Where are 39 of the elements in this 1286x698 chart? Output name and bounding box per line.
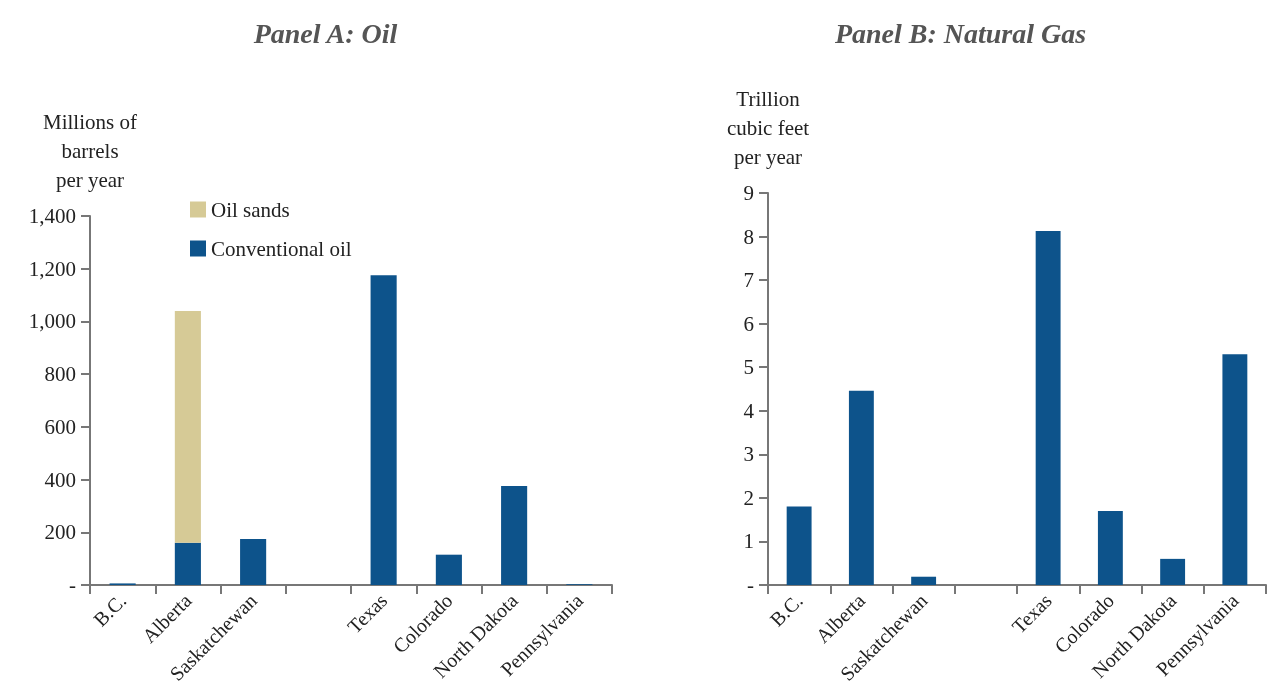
- x-tick-label: B.C.: [765, 589, 807, 631]
- bar: [174, 310, 201, 543]
- y-tick-label: 1: [743, 529, 754, 554]
- legend-label: Conventional oil: [211, 236, 352, 261]
- bar: [1035, 230, 1061, 585]
- y-tick-label: -: [69, 573, 76, 597]
- bar: [501, 485, 528, 585]
- bar: [435, 554, 462, 585]
- y-tick-label: 1,400: [28, 204, 76, 228]
- y-tick-label: 3: [743, 442, 754, 467]
- bar: [1222, 354, 1248, 585]
- y-tick-label: 800: [44, 362, 76, 387]
- y-tick-label: 200: [44, 520, 76, 545]
- legend-label: Oil sands: [211, 197, 290, 222]
- y-tick-label: 9: [743, 181, 754, 205]
- y-tick-label: 6: [743, 311, 754, 336]
- bar: [848, 390, 874, 585]
- y-tick-label: 5: [743, 355, 754, 380]
- x-tick-label: B.C.: [88, 589, 131, 631]
- chart-title: Panel A: Oil: [252, 17, 398, 49]
- bar: [174, 542, 201, 585]
- bar: [1160, 558, 1186, 585]
- bar: [1097, 510, 1123, 585]
- chart-title: Panel B: Natural Gas: [833, 17, 1087, 49]
- y-axis-title: Trillion cubic feet per year: [726, 86, 810, 169]
- y-tick-label: 400: [44, 467, 76, 492]
- y-tick-label: 1,200: [28, 256, 76, 281]
- bar: [370, 275, 397, 585]
- y-tick-label: -: [747, 573, 754, 597]
- y-tick-label: 600: [44, 414, 76, 439]
- bar: [786, 506, 812, 585]
- y-tick-label: 7: [743, 268, 754, 293]
- y-tick-label: 1,000: [28, 309, 76, 334]
- y-tick-label: 8: [743, 224, 754, 249]
- bar: [240, 538, 267, 585]
- y-tick-label: 4: [743, 398, 755, 423]
- y-tick-label: 2: [743, 485, 754, 510]
- bar: [911, 576, 937, 585]
- y-axis-title: Millions of barrels per year: [43, 109, 137, 192]
